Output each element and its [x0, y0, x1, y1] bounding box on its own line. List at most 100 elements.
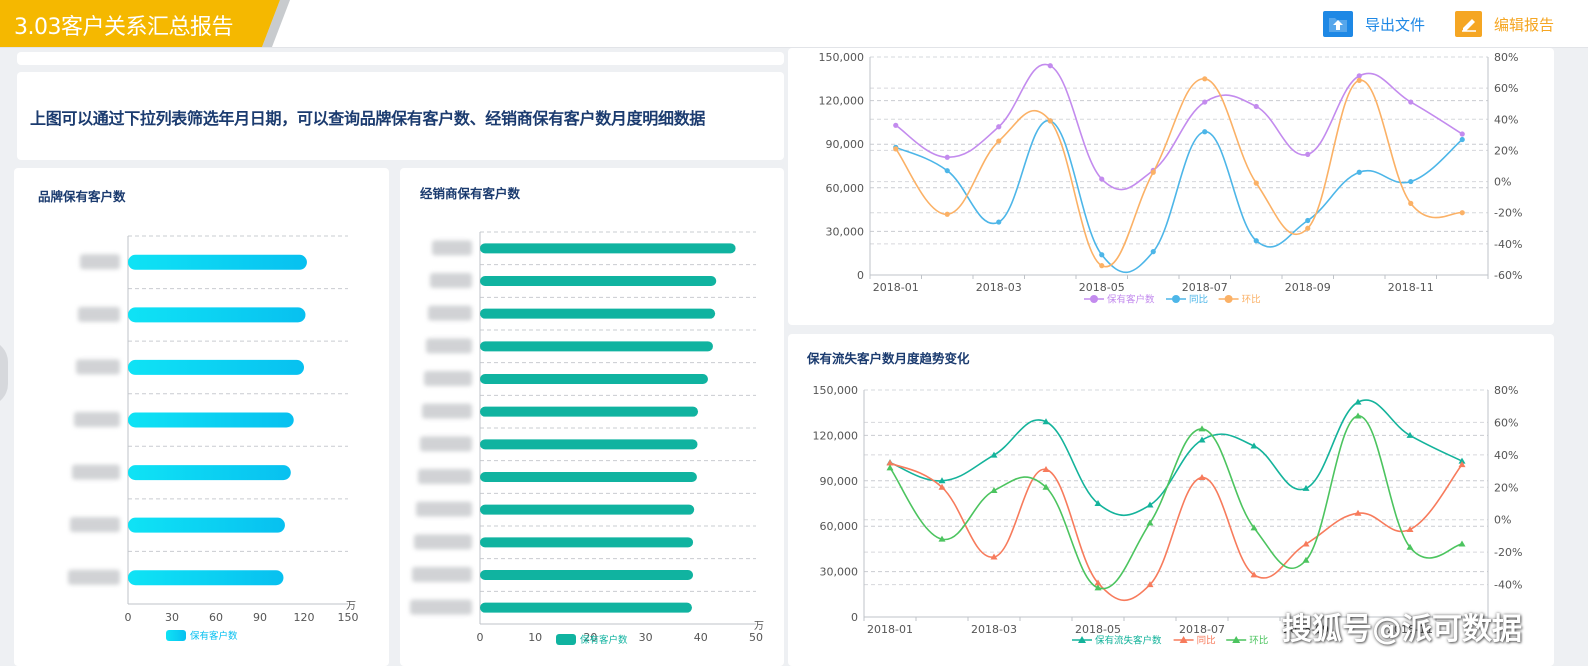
data-point	[1047, 63, 1053, 69]
data-point	[1408, 99, 1414, 105]
legend-marker	[1078, 636, 1086, 643]
data-point	[1356, 73, 1362, 79]
y-tick-label: 0	[857, 269, 864, 282]
data-point	[1198, 436, 1206, 443]
legend-marker	[1224, 295, 1233, 303]
data-point	[893, 146, 899, 152]
data-point	[990, 553, 998, 560]
data-point	[1356, 169, 1362, 175]
x-tick-label: 2018-11	[1387, 623, 1433, 636]
bar	[480, 570, 694, 580]
bar	[128, 254, 307, 270]
bar	[128, 465, 291, 481]
y2-tick-label: 60%	[1494, 82, 1518, 95]
bar	[480, 341, 713, 352]
bar	[480, 439, 698, 450]
data-point	[944, 154, 950, 160]
data-point	[1094, 500, 1102, 506]
edit-report-button[interactable]: 编辑报告	[1455, 9, 1554, 39]
data-point	[996, 219, 1002, 225]
data-point	[1406, 431, 1414, 438]
data-point	[996, 124, 1002, 130]
bar	[128, 307, 306, 323]
data-point	[1408, 178, 1414, 185]
dealer-panel-title: 经销商保有客户数	[420, 186, 521, 201]
legend-marker	[1179, 636, 1188, 643]
x-tick-label: 2018-05	[1075, 623, 1121, 636]
legend-swatch	[166, 630, 186, 641]
legend-label: 环比	[1242, 294, 1261, 306]
data-point	[990, 451, 998, 458]
data-point	[1458, 540, 1466, 547]
data-point	[1253, 238, 1259, 244]
top-line-chart: 0 30,000 60,000 90,000 120,000 150,000 -60% -40…	[819, 51, 1523, 306]
x-tick-label: 2018-01	[867, 623, 913, 636]
data-point	[1253, 103, 1259, 110]
blurred-category-label	[78, 306, 120, 322]
legend-marker	[1172, 295, 1180, 303]
pencil-icon	[1455, 11, 1482, 37]
data-point	[1047, 118, 1053, 124]
data-point	[1198, 425, 1206, 432]
data-point	[1459, 210, 1465, 216]
y2-tick-label: -20%	[1494, 546, 1522, 559]
data-point	[1202, 99, 1208, 105]
legend-label: 保有客户数	[1107, 294, 1155, 306]
bar	[480, 276, 717, 286]
data-point	[1459, 131, 1465, 137]
blurred-category-label	[80, 254, 120, 270]
data-point	[1099, 176, 1105, 182]
legend-label: 保有客户数	[580, 634, 628, 646]
data-point	[1302, 540, 1310, 547]
side-collapse-handle[interactable]	[0, 340, 8, 406]
data-point	[1302, 484, 1310, 491]
x-tick-label: 10	[528, 631, 542, 644]
data-point	[1202, 76, 1208, 82]
legend-label: 保有流失客户数	[1095, 635, 1162, 647]
data-point	[1406, 525, 1414, 532]
x-tick-label: 30	[639, 631, 653, 644]
data-point	[893, 122, 899, 128]
data-point	[1042, 418, 1050, 425]
report-title-tab: 3.03客户关系汇总报告	[0, 0, 290, 47]
blurred-category-label	[420, 436, 472, 452]
x-tick-label: 60	[209, 611, 223, 624]
export-file-button[interactable]: 导出文件	[1323, 9, 1425, 39]
data-point	[1458, 457, 1466, 464]
data-point	[1305, 217, 1311, 224]
y2-tick-label: 40%	[1494, 449, 1518, 462]
data-point	[1198, 474, 1206, 481]
data-point	[1042, 465, 1050, 472]
blurred-category-label	[76, 359, 120, 375]
data-point	[1146, 581, 1154, 588]
watermark-text: 搜狐号@派可数据	[1282, 612, 1522, 647]
y2-tick-label: 60%	[1494, 416, 1518, 429]
data-point	[938, 477, 946, 484]
series-line	[889, 415, 1463, 590]
description-card	[17, 72, 784, 160]
y-tick-label: 0	[851, 611, 858, 624]
x-tick-label: 40	[694, 631, 708, 644]
data-point	[990, 487, 998, 494]
x-tick-label: 0	[477, 631, 484, 644]
x-tick-label: 2018-07	[1182, 281, 1228, 294]
y2-tick-label: 20%	[1494, 144, 1518, 157]
top-card-strip	[17, 52, 784, 65]
series-line	[889, 399, 1463, 517]
y-tick-label: 60,000	[826, 182, 865, 195]
bar	[480, 537, 694, 548]
x-tick-label: 2018-07	[1179, 623, 1225, 636]
y2-tick-label: 80%	[1494, 384, 1518, 397]
y-tick-label: 30,000	[820, 566, 859, 579]
x-tick-label: 2018-11	[1388, 281, 1434, 294]
x-tick-label: 150	[338, 611, 359, 624]
y-tick-label: 90,000	[820, 475, 859, 488]
data-point	[944, 168, 950, 174]
top-bar: 3.03客户关系汇总报告 导出文件 编辑报告	[0, 0, 1588, 48]
edit-report-label: 编辑报告	[1494, 15, 1555, 34]
y2-tick-label: 20%	[1494, 481, 1518, 494]
data-point	[1253, 180, 1259, 186]
x-tick-label: 0	[125, 611, 132, 624]
